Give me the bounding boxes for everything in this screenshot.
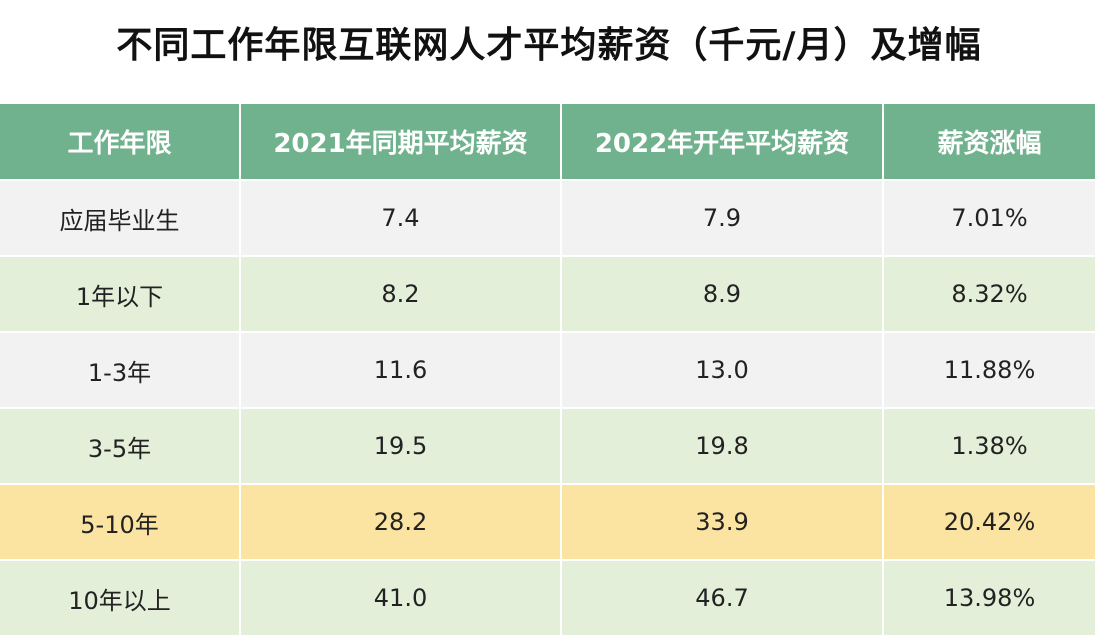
cell-growth: 1.38% (883, 407, 1095, 484)
cell-salary-2021: 8.2 (240, 255, 562, 332)
table-header-row: 工作年限 2021年同期平均薪资 2022年开年平均薪资 薪资涨幅 (0, 104, 1095, 180)
table-row: 应届毕业生 7.4 7.9 7.01% (0, 179, 1095, 256)
cell-growth: 8.32% (883, 255, 1095, 332)
table-row: 5-10年 28.2 33.9 20.42% (0, 483, 1095, 560)
cell-growth: 13.98% (883, 559, 1095, 635)
table-row: 3-5年 19.5 19.8 1.38% (0, 407, 1095, 484)
header-years: 工作年限 (0, 104, 241, 180)
cell-salary-2021: 19.5 (240, 407, 562, 484)
cell-salary-2022: 13.0 (561, 331, 884, 408)
cell-salary-2021: 28.2 (240, 483, 562, 560)
cell-salary-2021: 7.4 (240, 179, 562, 256)
cell-years: 3-5年 (0, 407, 241, 484)
cell-salary-2022: 46.7 (561, 559, 884, 635)
salary-table: 工作年限 2021年同期平均薪资 2022年开年平均薪资 薪资涨幅 应届毕业生 7… (0, 104, 1095, 635)
cell-salary-2022: 33.9 (561, 483, 884, 560)
cell-growth: 11.88% (883, 331, 1095, 408)
table-row: 1年以下 8.2 8.9 8.32% (0, 255, 1095, 332)
cell-growth: 7.01% (883, 179, 1095, 256)
cell-growth: 20.42% (883, 483, 1095, 560)
header-salary-2021: 2021年同期平均薪资 (240, 104, 562, 180)
cell-years: 1-3年 (0, 331, 241, 408)
header-growth: 薪资涨幅 (883, 104, 1095, 180)
cell-years: 1年以下 (0, 255, 241, 332)
cell-years: 5-10年 (0, 483, 241, 560)
cell-years: 10年以上 (0, 559, 241, 635)
table-body: 应届毕业生 7.4 7.9 7.01% 1年以下 8.2 8.9 8.32% 1-3年 11.6 1… (0, 179, 1095, 635)
table-row: 1-3年 11.6 13.0 11.88% (0, 331, 1095, 408)
cell-salary-2022: 19.8 (561, 407, 884, 484)
header-salary-2022: 2022年开年平均薪资 (561, 104, 884, 180)
cell-salary-2021: 41.0 (240, 559, 562, 635)
cell-salary-2022: 7.9 (561, 179, 884, 256)
chart-title: 不同工作年限互联网人才平均薪资（千元/月）及增幅 (116, 25, 982, 66)
cell-salary-2022: 8.9 (561, 255, 884, 332)
cell-salary-2021: 11.6 (240, 331, 562, 408)
table-row: 10年以上 41.0 46.7 13.98% (0, 559, 1095, 635)
cell-years: 应届毕业生 (0, 179, 241, 256)
